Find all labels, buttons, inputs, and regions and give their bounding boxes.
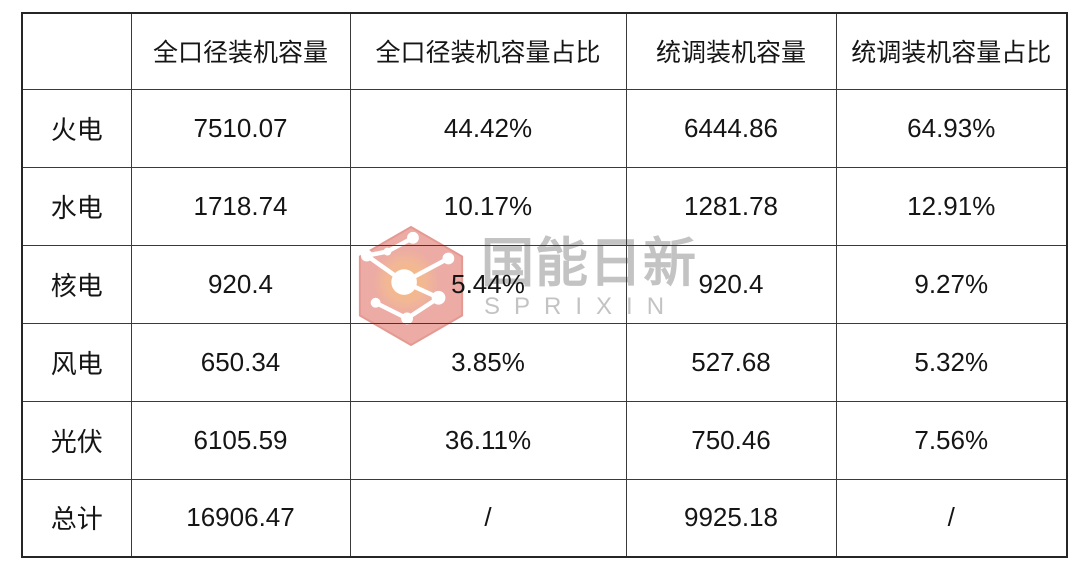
column-header-dispatched-capacity: 统调装机容量 (625, 12, 837, 90)
table-cell: 6444.86 (625, 88, 837, 168)
table-cell: 5.32% (835, 322, 1068, 402)
table-cell: 750.46 (625, 400, 837, 480)
table-cell: 64.93% (835, 88, 1068, 168)
table-cell: 9925.18 (625, 478, 837, 558)
row-label: 水电 (21, 166, 132, 246)
table-cell: 920.4 (625, 244, 837, 324)
table-cell: / (349, 478, 627, 558)
table-cell: 9.27% (835, 244, 1068, 324)
table-cell: 650.34 (130, 322, 351, 402)
table-cell: 3.85% (349, 322, 627, 402)
table-cell: 5.44% (349, 244, 627, 324)
row-label: 总计 (21, 478, 132, 558)
table-cell: 1718.74 (130, 166, 351, 246)
table-row-nuclear: 核电 920.4 5.44% 920.4 9.27% (21, 244, 1068, 324)
row-label: 核电 (21, 244, 132, 324)
row-label: 风电 (21, 322, 132, 402)
table-cell: 7.56% (835, 400, 1068, 480)
installed-capacity-table: 全口径装机容量 全口径装机容量占比 统调装机容量 统调装机容量占比 火电 751… (21, 12, 1068, 558)
header-row: 全口径装机容量 全口径装机容量占比 统调装机容量 统调装机容量占比 (21, 12, 1068, 90)
column-header-dispatched-capacity-share: 统调装机容量占比 (835, 12, 1068, 90)
table-cell: 6105.59 (130, 400, 351, 480)
row-label: 光伏 (21, 400, 132, 480)
table-cell: 527.68 (625, 322, 837, 402)
table-row-hydro: 水电 1718.74 10.17% 1281.78 12.91% (21, 166, 1068, 246)
table-cell: 12.91% (835, 166, 1068, 246)
table-cell: 1281.78 (625, 166, 837, 246)
column-header-empty (21, 12, 132, 90)
table-cell: 16906.47 (130, 478, 351, 558)
column-header-full-capacity-share: 全口径装机容量占比 (349, 12, 627, 90)
table-row-total: 总计 16906.47 / 9925.18 / (21, 478, 1068, 558)
table-cell: / (835, 478, 1068, 558)
column-header-full-capacity: 全口径装机容量 (130, 12, 351, 90)
table-cell: 7510.07 (130, 88, 351, 168)
table-cell: 10.17% (349, 166, 627, 246)
row-label: 火电 (21, 88, 132, 168)
table-cell: 44.42% (349, 88, 627, 168)
table-cell: 36.11% (349, 400, 627, 480)
table-row-solar: 光伏 6105.59 36.11% 750.46 7.56% (21, 400, 1068, 480)
table-row-thermal: 火电 7510.07 44.42% 6444.86 64.93% (21, 88, 1068, 168)
table-row-wind: 风电 650.34 3.85% 527.68 5.32% (21, 322, 1068, 402)
table-cell: 920.4 (130, 244, 351, 324)
